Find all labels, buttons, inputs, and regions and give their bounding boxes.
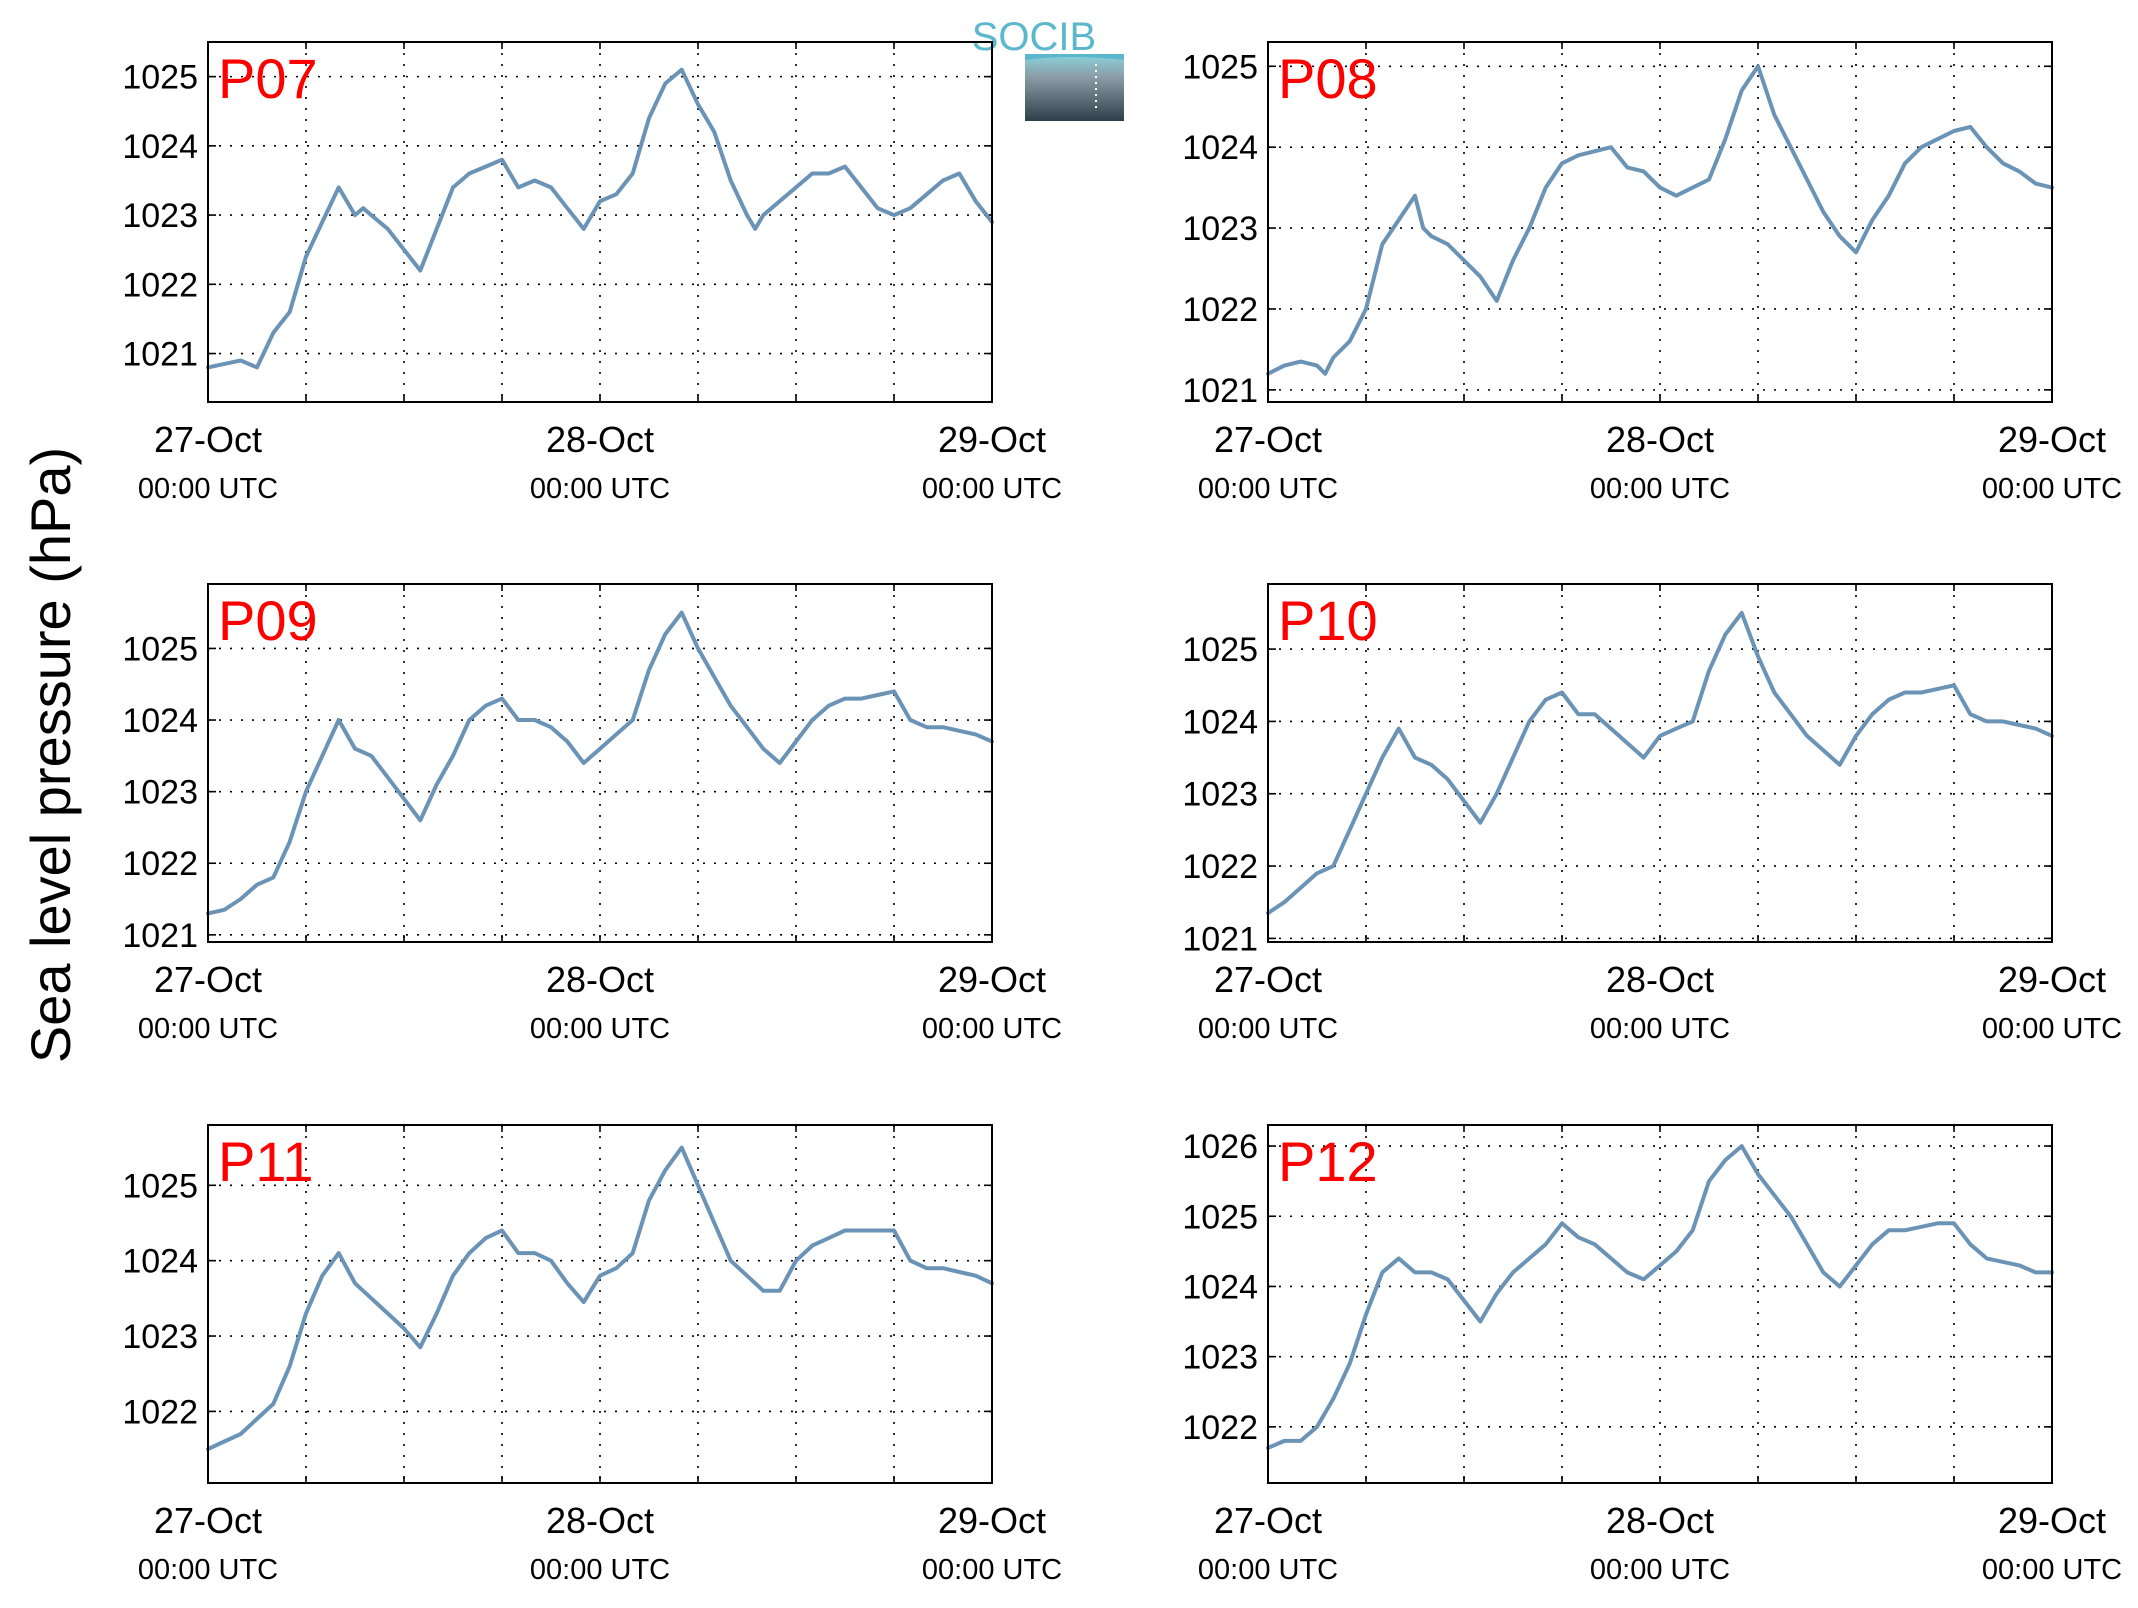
series-line xyxy=(206,67,994,370)
x-tick-label-date: 28-Oct xyxy=(1606,419,1714,460)
y-tick-label: 1021 xyxy=(122,917,198,955)
x-tick-label-time: 00:00 UTC xyxy=(530,1013,670,1045)
y-tick-label: 1024 xyxy=(122,702,198,740)
panel-2: 1021 1022 1023 1024 1025 27-Oct 00:00 UTC 28-Oc… xyxy=(1182,41,2122,505)
plot-frame xyxy=(1267,1124,2053,1484)
panel-6: 1022 1023 1024 1025 1026 27-Oct 00:00 UTC 28-Oc… xyxy=(1182,1124,2122,1586)
panel-title: P08 xyxy=(1278,47,1378,110)
x-tick-label-time: 00:00 UTC xyxy=(922,1554,1062,1586)
socib-logo: SOCIB xyxy=(972,15,1124,121)
y-tick-label: 1021 xyxy=(1182,372,1258,410)
series-line xyxy=(1266,610,2054,916)
y-tick-label: 1025 xyxy=(122,630,198,668)
panel-3: 1021 1022 1023 1024 1025 27-Oct 00:00 UTC 28-Oc… xyxy=(122,583,1062,1045)
y-axis-label: Sea level pressure (hPa) xyxy=(19,447,82,1063)
x-tick-label-date: 27-Oct xyxy=(1214,959,1322,1000)
plot-frame xyxy=(207,583,993,943)
y-tick-label: 1022 xyxy=(1182,291,1258,329)
y-tick-label: 1022 xyxy=(1182,1409,1258,1447)
socib-logo-block xyxy=(1025,54,1124,121)
x-tick-label-time: 00:00 UTC xyxy=(1198,1013,1338,1045)
y-tick-label: 1023 xyxy=(1182,210,1258,248)
x-tick-label-time: 00:00 UTC xyxy=(138,473,278,505)
y-tick-label: 1021 xyxy=(1182,920,1258,958)
panel-title: P11 xyxy=(218,1130,313,1193)
panel-4: 1021 1022 1023 1024 1025 27-Oct 00:00 UTC 28-Oc… xyxy=(1182,583,2122,1045)
x-tick-label-date: 27-Oct xyxy=(154,959,262,1000)
plot-frame xyxy=(1267,41,2053,403)
x-tick-label-time: 00:00 UTC xyxy=(922,473,1062,505)
y-tick-label: 1025 xyxy=(1182,631,1258,669)
x-tick-label-date: 29-Oct xyxy=(938,419,1046,460)
x-tick-label-time: 00:00 UTC xyxy=(1982,1013,2122,1045)
panel-title: P09 xyxy=(218,589,318,652)
x-tick-label-time: 00:00 UTC xyxy=(138,1013,278,1045)
x-tick-label-date: 27-Oct xyxy=(154,1500,262,1541)
x-tick-label-date: 29-Oct xyxy=(1998,959,2106,1000)
plot-frame xyxy=(207,41,993,403)
y-tick-label: 1023 xyxy=(122,197,198,235)
y-tick-label: 1023 xyxy=(122,774,198,812)
y-tick-label: 1024 xyxy=(1182,129,1258,167)
x-tick-label-time: 00:00 UTC xyxy=(1982,1554,2122,1586)
y-tick-label: 1025 xyxy=(122,59,198,97)
y-tick-label: 1025 xyxy=(1182,1198,1258,1236)
y-tick-label: 1023 xyxy=(122,1318,198,1356)
x-tick-label-time: 00:00 UTC xyxy=(1982,473,2122,505)
y-tick-label: 1024 xyxy=(1182,1268,1258,1306)
x-tick-label-date: 27-Oct xyxy=(1214,1500,1322,1541)
y-tick-label: 1024 xyxy=(122,1243,198,1281)
y-tick-label: 1024 xyxy=(1182,703,1258,741)
series-line xyxy=(1266,1144,2054,1450)
panel-title: P07 xyxy=(218,47,318,110)
x-tick-label-date: 28-Oct xyxy=(546,1500,654,1541)
series-line xyxy=(206,1145,994,1452)
x-tick-label-date: 28-Oct xyxy=(1606,1500,1714,1541)
x-tick-label-date: 28-Oct xyxy=(546,419,654,460)
series-line xyxy=(206,610,994,916)
y-tick-label: 1025 xyxy=(122,1167,198,1205)
socib-logo-wave xyxy=(1025,54,1124,60)
y-tick-label: 1022 xyxy=(122,266,198,304)
y-tick-label: 1023 xyxy=(1182,776,1258,814)
x-tick-label-time: 00:00 UTC xyxy=(1590,473,1730,505)
y-tick-label: 1024 xyxy=(122,128,198,166)
x-tick-label-time: 00:00 UTC xyxy=(1590,1554,1730,1586)
y-tick-label: 1022 xyxy=(122,845,198,883)
x-tick-label-date: 28-Oct xyxy=(1606,959,1714,1000)
y-tick-label: 1025 xyxy=(1182,48,1258,86)
panel-title: P12 xyxy=(1278,1130,1378,1193)
x-tick-label-time: 00:00 UTC xyxy=(1590,1013,1730,1045)
x-tick-label-time: 00:00 UTC xyxy=(530,1554,670,1586)
plot-frame xyxy=(207,1124,993,1484)
plot-frame xyxy=(1267,583,2053,943)
x-tick-label-time: 00:00 UTC xyxy=(1198,1554,1338,1586)
series-line xyxy=(1266,64,2054,376)
y-tick-label: 1022 xyxy=(1182,848,1258,886)
x-tick-label-date: 27-Oct xyxy=(1214,419,1322,460)
panel-1: 1021 1022 1023 1024 1025 27-Oct 00:00 UTC 28-Oc… xyxy=(122,41,1062,505)
x-tick-label-date: 29-Oct xyxy=(938,1500,1046,1541)
socib-logo-text: SOCIB xyxy=(972,15,1096,59)
y-tick-label: 1021 xyxy=(122,336,198,374)
x-tick-label-date: 29-Oct xyxy=(1998,1500,2106,1541)
x-tick-label-time: 00:00 UTC xyxy=(1198,473,1338,505)
y-tick-label: 1023 xyxy=(1182,1339,1258,1377)
panel-title: P10 xyxy=(1278,589,1378,652)
x-tick-label-time: 00:00 UTC xyxy=(530,473,670,505)
panel-5: 1022 1023 1024 1025 27-Oct 00:00 UTC 28-Oct 00:… xyxy=(122,1124,1062,1586)
x-tick-label-date: 29-Oct xyxy=(938,959,1046,1000)
y-tick-label: 1026 xyxy=(1182,1128,1258,1166)
x-tick-label-date: 29-Oct xyxy=(1998,419,2106,460)
x-tick-label-time: 00:00 UTC xyxy=(922,1013,1062,1045)
x-tick-label-date: 28-Oct xyxy=(546,959,654,1000)
x-tick-label-date: 27-Oct xyxy=(154,419,262,460)
x-tick-label-time: 00:00 UTC xyxy=(138,1554,278,1586)
y-tick-label: 1022 xyxy=(122,1393,198,1431)
